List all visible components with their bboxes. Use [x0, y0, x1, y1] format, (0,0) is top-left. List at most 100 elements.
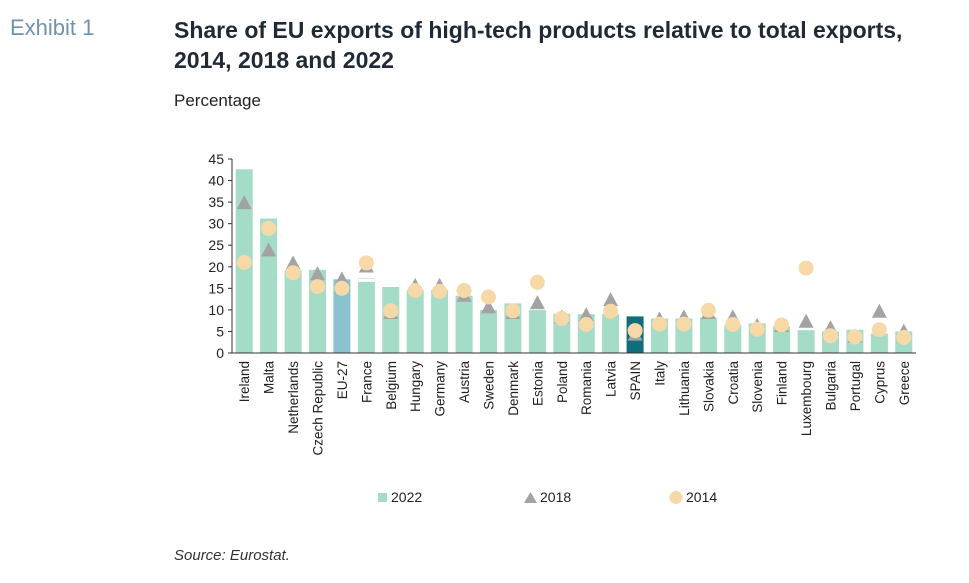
legend-swatch-2014: [669, 491, 683, 504]
bar-2022-sweden: [480, 309, 497, 353]
x-tick-label-latvia: Latvia: [604, 361, 619, 398]
marker-2014-luxembourg: [798, 260, 814, 276]
x-tick-label-czech-republic: Czech Republic: [311, 361, 326, 456]
marker-2014-eu-27: [334, 280, 350, 296]
marker-2014-czech-republic: [310, 279, 325, 295]
marker-2014-netherlands: [285, 265, 301, 281]
marker-2018-sweden: [481, 299, 496, 314]
bar-2022-austria: [455, 295, 473, 353]
bar-2022-france: [357, 278, 375, 353]
x-tick-label-bulgaria: Bulgaria: [824, 361, 839, 411]
marker-2018-ireland: [236, 195, 252, 210]
marker-2014-romania: [578, 317, 594, 332]
x-tick-label-lithuania: Lithuania: [677, 361, 692, 416]
source-note: Source: Eurostat.: [174, 547, 290, 564]
marker-2014-sweden: [481, 289, 496, 305]
marker-2014-bulgaria: [823, 328, 838, 344]
bar-2022-eu-27: [333, 279, 351, 353]
marker-2014-ireland: [236, 255, 252, 270]
bar-2022-germany: [431, 290, 449, 353]
exhibit-label: Exhibit 1: [10, 15, 95, 40]
legend-label-2014: 2014: [686, 489, 717, 505]
legend-label-2018: 2018: [540, 489, 571, 505]
marker-2014-slovenia: [749, 321, 765, 337]
marker-2014-germany: [432, 283, 448, 299]
chart-title: Share of EU exports of high-tech product…: [174, 17, 903, 73]
marker-2014-cyprus: [871, 322, 887, 338]
marker-2014-portugal: [847, 329, 863, 345]
y-tick-label-5: 5: [216, 323, 224, 339]
x-tick-label-italy: Italy: [653, 361, 668, 386]
y-tick-label-25: 25: [208, 237, 224, 253]
marker-2014-estonia: [529, 274, 545, 290]
x-tick-label-portugal: Portugal: [848, 361, 863, 411]
chart-subtitle: Percentage: [174, 91, 261, 110]
marker-2014-greece: [896, 330, 912, 345]
marker-2014-austria: [456, 283, 472, 298]
x-tick-label-luxembourg: Luxembourg: [799, 361, 814, 436]
y-tick-label-40: 40: [208, 173, 224, 189]
y-tick-label-20: 20: [208, 259, 224, 275]
x-tick-label-denmark: Denmark: [506, 361, 521, 416]
marker-2018-estonia: [529, 295, 545, 310]
bar-2022-malta: [260, 218, 278, 353]
x-tick-label-estonia: Estonia: [530, 361, 545, 407]
legend: 2022 2018 2014: [378, 489, 717, 505]
marker-2014-hungary: [407, 283, 423, 298]
marker-2014-italy: [652, 316, 667, 332]
marker-2014-france: [358, 255, 374, 271]
x-tick-label-greece: Greece: [897, 361, 912, 405]
marker-2014-lithuania: [676, 316, 692, 332]
bar-2022-croatia: [724, 325, 742, 353]
marker-2014-finland: [774, 317, 790, 333]
x-tick-label-belgium: Belgium: [384, 361, 399, 410]
marker-2014-spain: [627, 323, 643, 339]
y-tick-label-30: 30: [208, 216, 224, 232]
x-tick-label-france: France: [359, 361, 374, 403]
bar-2022-slovakia: [699, 317, 717, 353]
bar-2022-france-cap: [357, 278, 375, 282]
marker-2018-czech-republic: [310, 266, 325, 281]
bar-2022-hungary: [406, 290, 424, 353]
x-tick-label-croatia: Croatia: [726, 361, 741, 405]
x-tick-label-spain: SPAIN: [628, 361, 643, 401]
marker-2014-latvia: [603, 303, 619, 319]
bar-2022-estonia: [528, 309, 546, 353]
marker-2014-poland: [554, 311, 570, 326]
x-tick-label-germany: Germany: [433, 361, 448, 417]
marker-2018-cyprus: [871, 303, 887, 318]
x-tick-label-eu-27: EU-27: [335, 361, 350, 399]
y-tick-label-15: 15: [208, 280, 224, 296]
marker-2018-luxembourg: [798, 313, 814, 328]
x-tick-label-netherlands: Netherlands: [286, 361, 301, 434]
x-tick-label-sweden: Sweden: [482, 361, 497, 410]
legend-swatch-2018: [524, 492, 537, 503]
marker-2014-slovakia: [700, 302, 716, 318]
x-tick-label-austria: Austria: [457, 361, 472, 404]
y-tick-label-35: 35: [208, 194, 224, 210]
x-tick-label-ireland: Ireland: [237, 361, 252, 402]
bar-2022-netherlands: [284, 270, 302, 353]
marker-2018-romania: [578, 307, 594, 322]
marker-2014-malta: [261, 220, 277, 236]
y-tick-label-10: 10: [208, 302, 224, 318]
x-tick-label-romania: Romania: [579, 361, 594, 416]
legend-swatch-2022: [378, 493, 387, 502]
y-tick-label-45: 45: [208, 151, 224, 167]
x-tick-label-poland: Poland: [555, 361, 570, 403]
x-tick-label-malta: Malta: [262, 361, 277, 395]
marker-2018-latvia: [603, 292, 619, 307]
x-tick-label-cyprus: Cyprus: [872, 361, 887, 404]
bar-2022-belgium: [382, 287, 400, 353]
y-tick-label-0: 0: [216, 345, 224, 361]
bar-2022-luxembourg: [797, 330, 815, 353]
bar-2022-finland: [773, 326, 791, 353]
marker-2014-croatia: [725, 317, 741, 332]
axes-group: Ireland Malta Netherlands Czech Republic EU-…: [208, 151, 916, 456]
legend-label-2022: 2022: [391, 489, 422, 505]
bar-2022-cyprus: [870, 333, 888, 353]
markers-2014-group: [236, 220, 912, 345]
marker-2014-belgium: [383, 303, 399, 319]
bar-2022-latvia: [602, 314, 620, 353]
